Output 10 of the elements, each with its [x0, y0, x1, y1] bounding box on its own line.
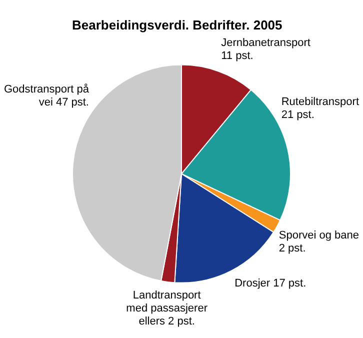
slice-label: Drosjer 17 pst.	[234, 278, 306, 290]
slice-label: Jernbanetransport	[221, 37, 310, 50]
data-label: 11 pst.	[221, 50, 254, 62]
data-label: 2 pst.	[278, 242, 306, 255]
chart-title: Bearbeidingsverdi. Bedrifter. 2005	[72, 17, 282, 32]
data-label: 21 pst.	[281, 108, 314, 121]
slice-label: Sporvei og bane	[278, 230, 360, 242]
slice-label: Godstransport på vei 47 pst.	[4, 83, 90, 108]
slice-label: Landtransport med passasjerer ellers 2 pst.	[126, 289, 208, 328]
slice-label: Rutebiltransport	[281, 96, 360, 108]
